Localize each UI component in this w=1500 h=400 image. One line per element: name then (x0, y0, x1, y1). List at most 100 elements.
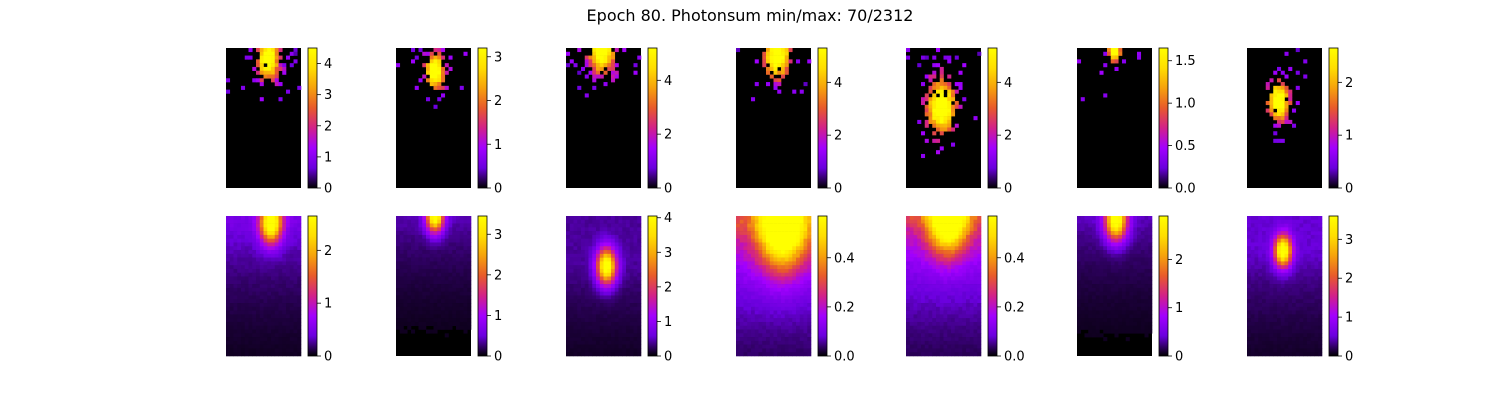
heatmap-cell (777, 348, 782, 353)
heatmap-cell (799, 329, 804, 334)
heatmap-cell (943, 284, 948, 289)
heatmap-cell (267, 227, 272, 232)
heatmap-cell (958, 261, 963, 266)
heatmap-cell (618, 231, 623, 236)
heatmap-cell (928, 253, 933, 258)
heatmap-cell (1103, 227, 1108, 232)
heatmap-cell (743, 242, 748, 247)
heatmap-cell (444, 284, 449, 289)
heatmap-cell (1114, 231, 1119, 236)
heatmap-cell (909, 261, 914, 266)
heatmap-cell (906, 337, 911, 342)
heatmap-cell (1148, 257, 1153, 262)
heatmap-cell (1084, 253, 1089, 258)
heatmap-cell (274, 48, 279, 53)
heatmap-cell (1295, 85, 1300, 90)
heatmap-cell (426, 287, 431, 292)
heatmap-cell (807, 253, 812, 258)
heatmap-cell (1095, 287, 1100, 292)
heatmap-cell (403, 227, 408, 232)
heatmap-cell (592, 74, 597, 79)
heatmap-cell (444, 295, 449, 300)
heatmap-cell (773, 238, 778, 243)
colorbar-tick-label: 3 (494, 50, 502, 65)
heatmap-cell (973, 329, 978, 334)
heatmap-cell (588, 303, 593, 308)
heatmap-cell (403, 321, 408, 327)
heatmap-cell (788, 265, 793, 270)
heatmap-cell (939, 261, 944, 266)
heatmap-cell (274, 272, 279, 277)
heatmap-cell (962, 261, 967, 266)
heatmap-cell (906, 231, 911, 236)
heatmap-cell (792, 89, 797, 94)
heatmap-cell (244, 306, 249, 311)
heatmap-cell (429, 70, 434, 75)
heatmap-cell (566, 318, 571, 323)
heatmap-cell (422, 306, 427, 311)
heatmap-cell (1144, 250, 1149, 255)
heatmap-cell (237, 352, 242, 357)
heatmap-cell (769, 66, 774, 71)
heatmap-cell (581, 234, 586, 239)
heatmap-cell (781, 59, 786, 64)
heatmap-cell (618, 257, 623, 262)
heatmap-cell (743, 340, 748, 345)
heatmap-cell (792, 216, 797, 221)
heatmap-cell (267, 261, 272, 266)
heatmap-cell (913, 340, 918, 345)
heatmap-cell (278, 227, 283, 232)
heatmap-cell (459, 295, 464, 300)
heatmap-cell (807, 261, 812, 266)
heatmap-cell (1077, 318, 1082, 323)
heatmap-cell (411, 48, 416, 53)
heatmap-cell (932, 284, 937, 289)
heatmap-cell (1250, 227, 1255, 232)
heatmap-cell (448, 55, 453, 60)
heatmap-cell (278, 314, 283, 319)
heatmap-cell (1140, 219, 1145, 224)
heatmap-cell (1088, 219, 1093, 224)
heatmap-cell (637, 314, 642, 319)
heatmap-cell (1288, 238, 1293, 243)
heatmap-cell (917, 261, 922, 266)
heatmap-cell (418, 265, 423, 270)
heatmap-cell (396, 321, 401, 327)
heatmap-cell (769, 306, 774, 311)
heatmap-cell (936, 272, 941, 277)
heatmap-cell (762, 321, 767, 327)
heatmap-cell (807, 284, 812, 289)
heatmap-cell (766, 337, 771, 342)
heatmap-cell (958, 318, 963, 323)
heatmap-cell (947, 352, 952, 357)
heatmap-cell (286, 291, 291, 296)
heatmap-cell (248, 310, 253, 315)
heatmap-cell (1099, 268, 1104, 274)
heatmap-cell (932, 97, 937, 102)
heatmap-cell (943, 123, 948, 128)
heatmap-cell (241, 261, 246, 266)
heatmap-cell (939, 97, 944, 102)
heatmap-cell (566, 287, 571, 292)
heatmap-cell (962, 344, 967, 349)
heatmap-cell (788, 348, 793, 353)
heatmap-cell (577, 242, 582, 247)
heatmap-cell (781, 329, 786, 334)
heatmap-cell (418, 310, 423, 315)
heatmap-cell (766, 303, 771, 308)
heatmap-cell (422, 250, 427, 255)
heatmap-cell (906, 48, 911, 53)
heatmap-cell (1110, 325, 1115, 330)
heatmap-cell (796, 314, 801, 319)
heatmap-cell (626, 340, 631, 345)
heatmap-cell (917, 287, 922, 292)
heatmap-cell (743, 238, 748, 243)
heatmap-cell (913, 223, 918, 228)
heatmap-cell (233, 306, 238, 311)
heatmap-cell (784, 295, 789, 300)
heatmap-cell (977, 325, 982, 330)
heatmap-cell (407, 325, 412, 330)
heatmap-cell (233, 333, 238, 338)
heatmap-cell (1129, 261, 1134, 266)
